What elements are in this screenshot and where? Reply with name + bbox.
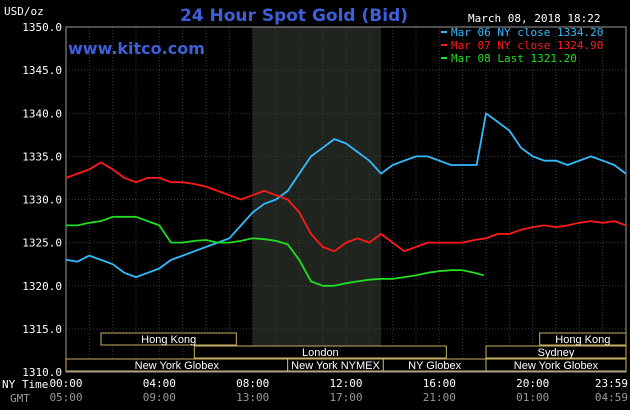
y-tick-label: 1320.0: [22, 280, 62, 293]
plot-border: [65, 26, 627, 373]
x-tick-label: 00:00: [49, 377, 82, 390]
session-label: New York NYMEX: [291, 360, 380, 372]
session-label: Sydney: [538, 347, 575, 359]
chart-title: 24 Hour Spot Gold (Bid): [180, 6, 408, 26]
x-tick-label-gmt: 17:00: [329, 391, 362, 404]
legend-entry: Mar 06 NY close 1334.20: [451, 26, 603, 39]
session-box: [100, 332, 237, 346]
website-label: www.kitco.com: [68, 39, 205, 58]
x-tick-label-gmt: 05:00: [49, 391, 82, 404]
y-tick-label: 1345.0: [22, 64, 62, 77]
x-tick-label: 16:00: [423, 377, 456, 390]
nymex-highlight: [252, 27, 381, 372]
x-tick-label-gmt: 01:00: [516, 391, 549, 404]
x-tick-label-gmt: 13:00: [236, 391, 269, 404]
session-label: New York Globex: [514, 360, 599, 372]
y-tick-label: 1315.0: [22, 323, 62, 336]
x-tick-label: 12:00: [329, 377, 362, 390]
unit-label: USD/oz: [4, 5, 44, 18]
x-tick-label-gmt: 21:00: [423, 391, 456, 404]
session-label: Hong Kong: [555, 334, 610, 346]
series-lines: [65, 112, 627, 287]
session-box: [485, 345, 627, 359]
session-label: Hong Kong: [141, 334, 196, 346]
x-tick-label: 20:00: [516, 377, 549, 390]
x-tick-label: 08:00: [236, 377, 269, 390]
x-axis-label-ny: NY Time: [2, 378, 48, 391]
session-label: NY Globex: [408, 360, 461, 372]
x-tick-label: 23:59: [595, 377, 628, 390]
x-tick-label: 04:00: [143, 377, 176, 390]
session-box: [539, 332, 627, 346]
legend-entry: Mar 08 Last 1321.20: [451, 52, 577, 65]
x-axis-label-gmt: GMT: [10, 392, 30, 405]
session-box: [485, 358, 627, 372]
y-tick-label: 1325.0: [22, 237, 62, 250]
x-tick-label-gmt: 04:59: [595, 391, 628, 404]
session-label: New York Globex: [135, 360, 220, 372]
series-line-2: [66, 215, 484, 287]
grid: [65, 26, 627, 373]
session-box: [193, 345, 447, 359]
y-tick-label: 1340.0: [22, 107, 62, 120]
legend-entry: Mar 07 NY close 1324.90: [451, 39, 603, 52]
y-tick-label: 1310.0: [22, 366, 62, 379]
y-tick-label: 1330.0: [22, 194, 62, 207]
y-axis-ticks: 1350.0 1345.0 1340.0 1335.0 1330.0 1325.0 1320…: [22, 21, 62, 379]
series-line-1: [65, 161, 627, 253]
series-line-0: [65, 112, 627, 279]
session-label: London: [302, 347, 339, 359]
x-tick-label-gmt: 09:00: [143, 391, 176, 404]
y-tick-label: 1350.0: [22, 21, 62, 34]
chart-datetime: March 08, 2018 18:22: [468, 12, 600, 25]
y-tick-label: 1335.0: [22, 150, 62, 163]
